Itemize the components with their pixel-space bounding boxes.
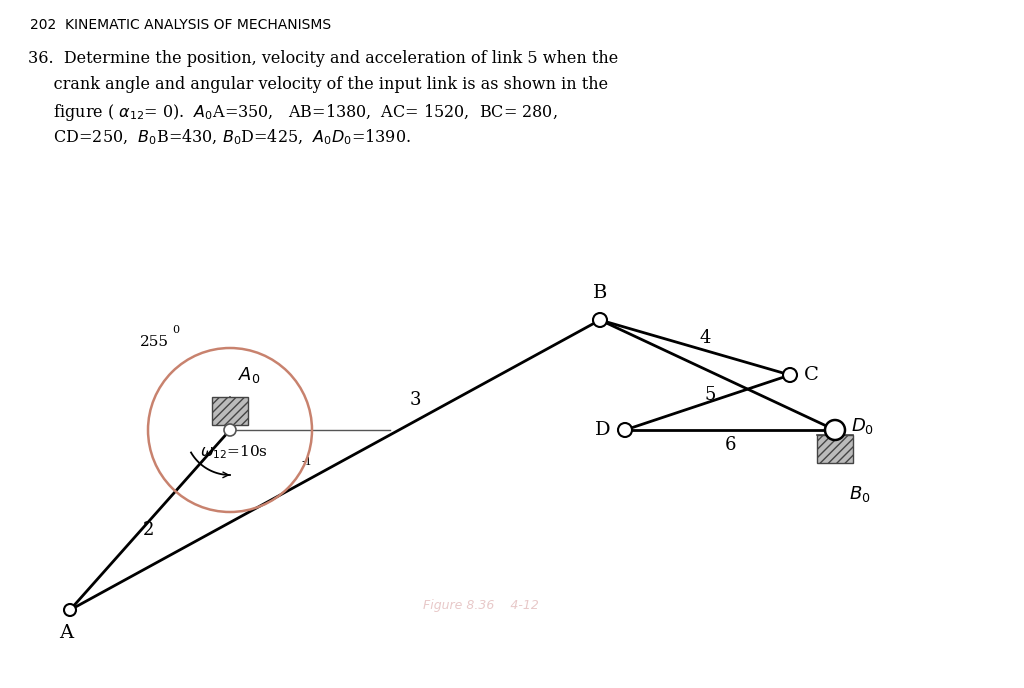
Circle shape <box>63 604 76 616</box>
Text: D: D <box>595 421 611 439</box>
Text: 255: 255 <box>140 335 169 349</box>
Text: CD=250,  $B_0$B=430, $B_0$D=425,  $A_0D_0$=1390.: CD=250, $B_0$B=430, $B_0$D=425, $A_0D_0$… <box>28 128 411 147</box>
Circle shape <box>593 313 607 327</box>
Text: 0: 0 <box>172 325 179 335</box>
Circle shape <box>825 420 845 440</box>
Text: -1: -1 <box>302 457 313 467</box>
Text: C: C <box>804 366 819 384</box>
Text: 5: 5 <box>705 386 716 404</box>
Text: crank angle and angular velocity of the input link is as shown in the: crank angle and angular velocity of the … <box>28 76 608 93</box>
Bar <box>817 435 853 463</box>
Text: figure ( $\alpha_{12}$= 0).  $A_0$A=350,   AB=1380,  AC= 1520,  BC= 280,: figure ( $\alpha_{12}$= 0). $A_0$A=350, … <box>28 102 558 123</box>
Text: A: A <box>59 624 73 642</box>
Text: 3: 3 <box>410 391 421 409</box>
Text: $\omega_{12}$=10s: $\omega_{12}$=10s <box>200 443 268 461</box>
Circle shape <box>224 424 236 436</box>
Text: 2: 2 <box>142 521 154 539</box>
Text: B: B <box>593 284 607 302</box>
Text: Figure 8.36    4-12: Figure 8.36 4-12 <box>423 599 540 612</box>
Text: 36.  Determine the position, velocity and acceleration of link 5 when the: 36. Determine the position, velocity and… <box>28 50 618 67</box>
Text: 6: 6 <box>724 436 736 454</box>
Text: $A_0$: $A_0$ <box>238 365 260 385</box>
Bar <box>212 397 248 425</box>
Circle shape <box>783 368 797 382</box>
Circle shape <box>618 423 632 437</box>
Text: 4: 4 <box>699 329 711 347</box>
Text: $D_0$: $D_0$ <box>851 416 874 436</box>
Text: $B_0$: $B_0$ <box>849 484 870 504</box>
Text: 202  KINEMATIC ANALYSIS OF MECHANISMS: 202 KINEMATIC ANALYSIS OF MECHANISMS <box>30 18 331 32</box>
